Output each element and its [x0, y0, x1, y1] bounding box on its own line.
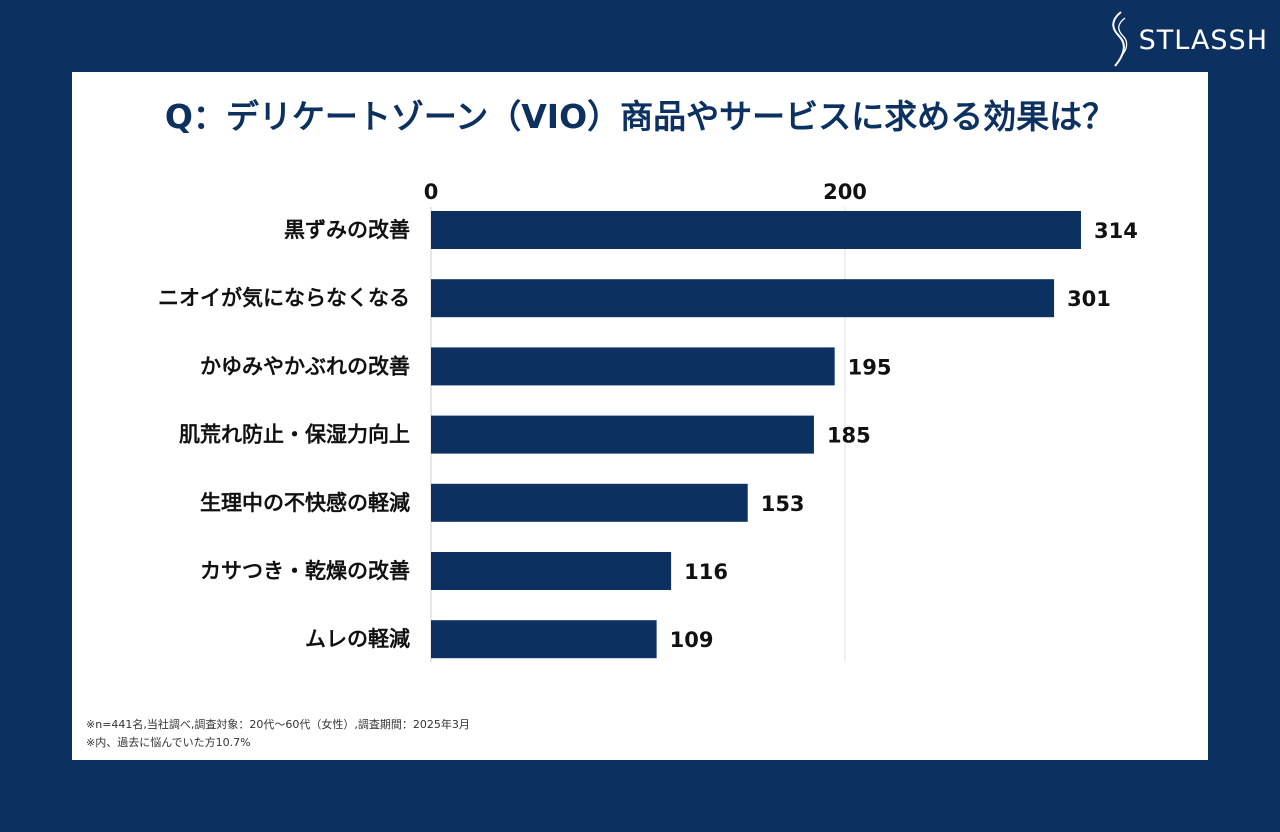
- category-label: ムレの軽減: [305, 627, 410, 651]
- category-label: 黒ずみの改善: [284, 218, 410, 242]
- bar: [431, 483, 748, 522]
- x-tick-label: 0: [424, 180, 439, 204]
- bar-chart: 0 200 黒ずみの改善 314 ニオイが気にならなくなる 301 かゆみやかぶれの改善 19…: [158, 180, 1138, 663]
- footnote-sample: ※n=441名,当社調べ,調査対象：20代〜60代（女性）,調査期間：2025年…: [86, 718, 470, 731]
- value-label: 153: [761, 492, 805, 516]
- bar: [431, 552, 672, 590]
- swirl-logo-icon: [1111, 11, 1127, 67]
- bar: [431, 620, 657, 659]
- value-label: 301: [1067, 287, 1111, 311]
- category-label: 肌荒れ防止・保湿力向上: [179, 423, 410, 447]
- chart-card: Q：デリケートゾーン（VIO）商品やサービスに求める効果は？ 0 200 黒ずみの改…: [72, 72, 1208, 760]
- category-label: ニオイが気にならなくなる: [158, 286, 410, 310]
- bar: [431, 347, 835, 386]
- chart-title: Q：デリケートゾーン（VIO）商品やサービスに求める効果は？: [164, 97, 1116, 136]
- value-label: 185: [827, 424, 871, 448]
- value-label: 314: [1094, 219, 1138, 243]
- bar: [431, 279, 1055, 318]
- brand-logo: STLASSH: [1105, 10, 1268, 70]
- category-label: かゆみやかぶれの改善: [200, 354, 410, 378]
- x-tick-label: 200: [823, 180, 867, 204]
- category-label: 生理中の不快感の軽減: [200, 491, 410, 515]
- value-label: 116: [684, 560, 728, 584]
- category-label: カサつき・乾燥の改善: [200, 559, 410, 583]
- value-label: 109: [670, 628, 714, 652]
- value-label: 195: [848, 355, 892, 379]
- bar: [431, 211, 1081, 249]
- bar: [431, 415, 814, 454]
- footnote-ratio: ※内、過去に悩んでいた方10.7%: [86, 736, 251, 749]
- brand-name: STLASSH: [1138, 24, 1268, 56]
